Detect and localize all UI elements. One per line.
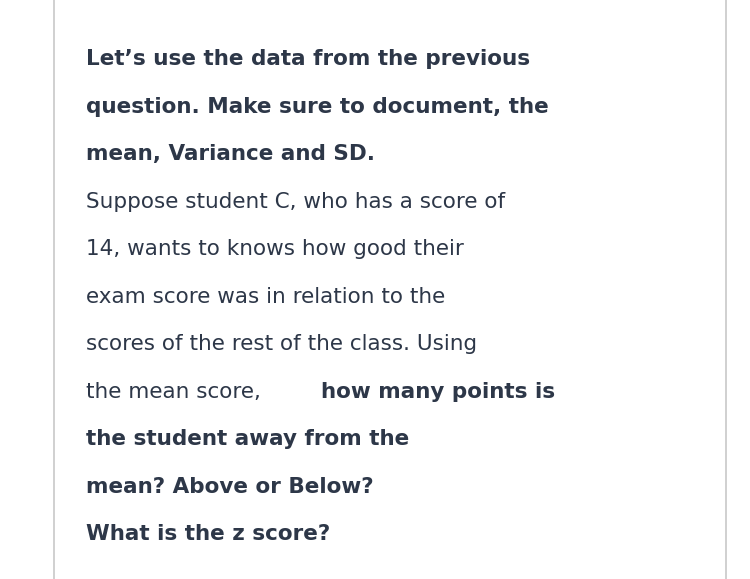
Text: mean, Variance and SD.: mean, Variance and SD. bbox=[86, 144, 375, 164]
Text: the mean score,: the mean score, bbox=[86, 382, 268, 402]
Text: What is the z score?: What is the z score? bbox=[86, 524, 331, 544]
Text: how many points is: how many points is bbox=[321, 382, 555, 402]
Text: question. Make sure to document, the: question. Make sure to document, the bbox=[86, 97, 549, 117]
Text: 14, wants to knows how good their: 14, wants to knows how good their bbox=[86, 239, 464, 259]
Text: exam score was in relation to the: exam score was in relation to the bbox=[86, 287, 446, 307]
Text: the student away from the: the student away from the bbox=[86, 429, 410, 449]
Text: Suppose student C, who has a score of: Suppose student C, who has a score of bbox=[86, 192, 506, 212]
Text: mean? Above or Below?: mean? Above or Below? bbox=[86, 477, 374, 497]
Text: Let’s use the data from the previous: Let’s use the data from the previous bbox=[86, 49, 530, 69]
Text: scores of the rest of the class. Using: scores of the rest of the class. Using bbox=[86, 334, 477, 354]
